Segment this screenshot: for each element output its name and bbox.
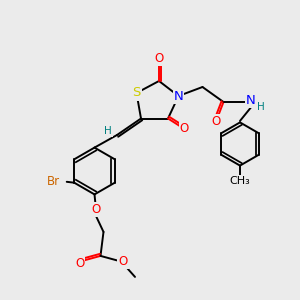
Text: S: S	[132, 86, 141, 100]
Text: O: O	[118, 255, 127, 268]
Text: N: N	[246, 94, 255, 107]
Text: O: O	[75, 257, 84, 270]
Text: O: O	[154, 52, 164, 65]
Text: CH₃: CH₃	[230, 176, 250, 186]
Text: O: O	[180, 122, 189, 136]
Text: O: O	[92, 203, 100, 216]
Text: O: O	[212, 115, 220, 128]
Text: H: H	[104, 126, 112, 136]
Text: H: H	[257, 102, 265, 112]
Text: N: N	[174, 89, 183, 103]
Text: Br: Br	[47, 175, 60, 188]
